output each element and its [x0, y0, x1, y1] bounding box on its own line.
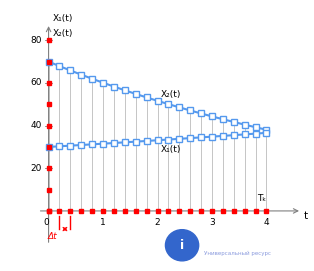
Text: 80: 80	[30, 36, 42, 45]
Text: X₁(t): X₁(t)	[160, 145, 181, 154]
Text: X₂(t): X₂(t)	[160, 89, 181, 99]
Circle shape	[165, 230, 199, 261]
Text: 0: 0	[43, 218, 49, 227]
Text: X₁(t): X₁(t)	[53, 14, 73, 24]
Text: 60: 60	[30, 79, 42, 88]
Text: Tₖ: Tₖ	[257, 195, 267, 204]
Text: Δt: Δt	[47, 232, 57, 241]
Text: Универсальный ресурс: Универсальный ресурс	[204, 251, 271, 256]
Text: 4: 4	[264, 218, 269, 227]
Text: X₂(t): X₂(t)	[53, 29, 73, 38]
Text: 3: 3	[209, 218, 215, 227]
Text: t: t	[304, 211, 308, 221]
Text: i: i	[180, 239, 184, 252]
Text: Intellect.icu: Intellect.icu	[204, 236, 255, 245]
Text: 20: 20	[31, 164, 42, 173]
Text: 40: 40	[31, 121, 42, 130]
Text: 1: 1	[100, 218, 106, 227]
Text: 2: 2	[155, 218, 160, 227]
